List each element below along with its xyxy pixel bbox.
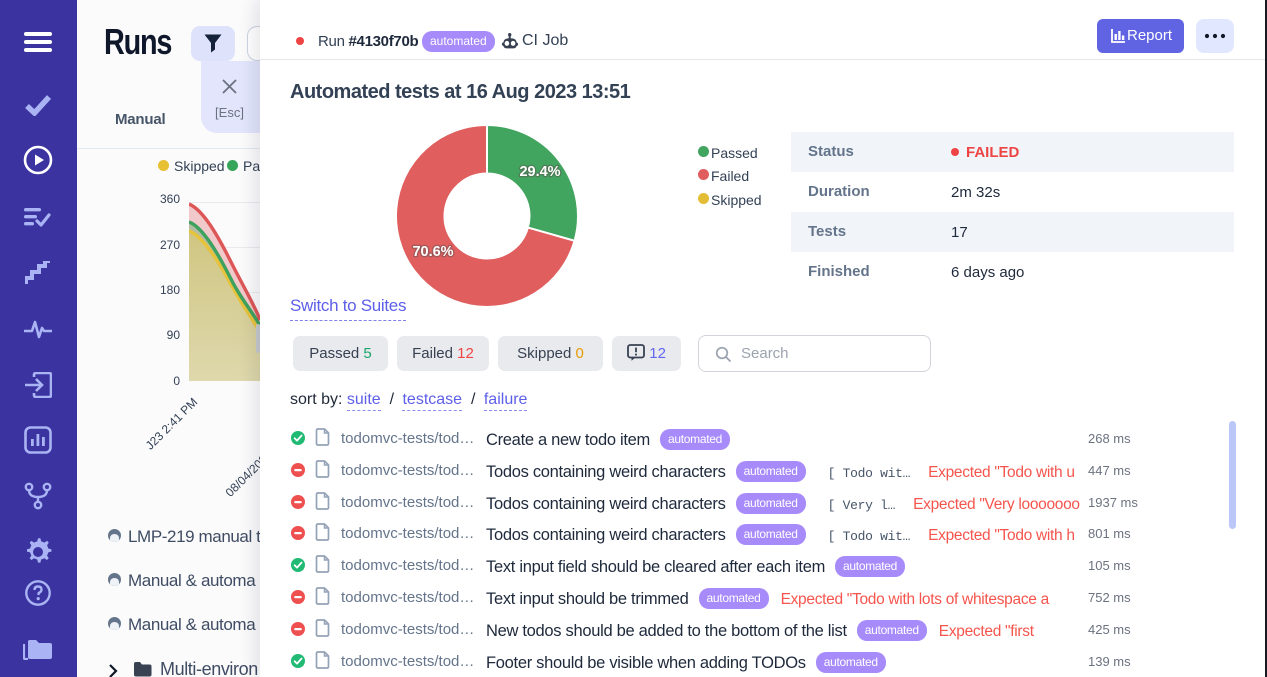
svg-text:70.6%: 70.6%: [412, 244, 453, 260]
svg-text:29.4%: 29.4%: [519, 164, 560, 180]
